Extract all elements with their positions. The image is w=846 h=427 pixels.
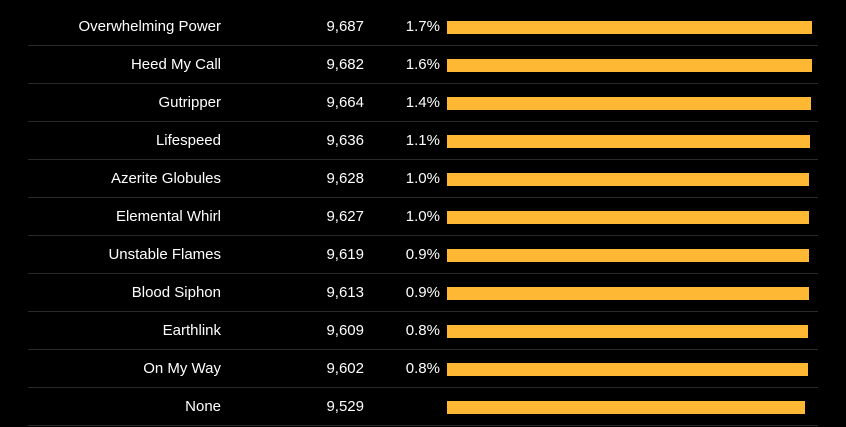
category-label: Overwhelming Power: [78, 18, 221, 35]
value-label: 9,602: [326, 360, 364, 377]
percent-label: 1.6%: [405, 56, 440, 73]
percent-label: 1.7%: [405, 18, 440, 35]
chart-row: Azerite Globules 9,628 1.0%: [28, 160, 818, 198]
bar: [447, 325, 809, 338]
chart-row: Gutripper 9,664 1.4%: [28, 84, 818, 122]
category-label: Lifespeed: [155, 132, 221, 149]
value-label: 9,628: [326, 170, 364, 187]
chart-row: On My Way 9,602 0.8%: [28, 350, 818, 388]
value-label: 9,609: [326, 322, 364, 339]
value-label: 9,664: [326, 94, 364, 111]
bar: [447, 21, 812, 34]
bar: [447, 287, 809, 300]
category-label: Blood Siphon: [131, 284, 221, 301]
category-label: Azerite Globules: [110, 170, 221, 187]
percent-label: 1.0%: [405, 208, 440, 225]
value-label: 9,619: [326, 246, 364, 263]
chart-row: None 9,529: [28, 388, 818, 426]
chart-row: Elemental Whirl 9,627 1.0%: [28, 198, 818, 236]
category-label: Unstable Flames: [108, 246, 221, 263]
value-label: 9,529: [326, 398, 364, 415]
chart-row: Unstable Flames 9,619 0.9%: [28, 236, 818, 274]
chart-row: Blood Siphon 9,613 0.9%: [28, 274, 818, 312]
value-label: 9,627: [326, 208, 364, 225]
chart-row: Heed My Call 9,682 1.6%: [28, 46, 818, 84]
percent-label: 0.8%: [405, 322, 440, 339]
category-label: Gutripper: [158, 94, 221, 111]
category-label: Heed My Call: [130, 56, 221, 73]
percent-label: 0.8%: [405, 360, 440, 377]
value-label: 9,687: [326, 18, 364, 35]
percent-label: 1.0%: [405, 170, 440, 187]
bar: [447, 249, 809, 262]
percent-label: 1.1%: [405, 132, 440, 149]
value-label: 9,636: [326, 132, 364, 149]
category-label: On My Way: [143, 360, 221, 377]
bar: [447, 97, 811, 110]
chart-row: Lifespeed 9,636 1.1%: [28, 122, 818, 160]
bar: [447, 363, 808, 376]
bar: [447, 135, 810, 148]
value-label: 9,613: [326, 284, 364, 301]
category-label: Elemental Whirl: [115, 208, 221, 225]
bar: [447, 173, 810, 186]
bar: [447, 401, 805, 414]
percent-label: 0.9%: [405, 246, 440, 263]
chart-row: Overwhelming Power 9,687 1.7%: [28, 8, 818, 46]
percent-label: 0.9%: [405, 284, 440, 301]
chart-row: Earthlink 9,609 0.8%: [28, 312, 818, 350]
percent-label: 1.4%: [405, 94, 440, 111]
bar: [447, 59, 812, 72]
category-label: Earthlink: [162, 322, 221, 339]
bar: [447, 211, 810, 224]
category-label: None: [185, 398, 221, 415]
value-label: 9,682: [326, 56, 364, 73]
